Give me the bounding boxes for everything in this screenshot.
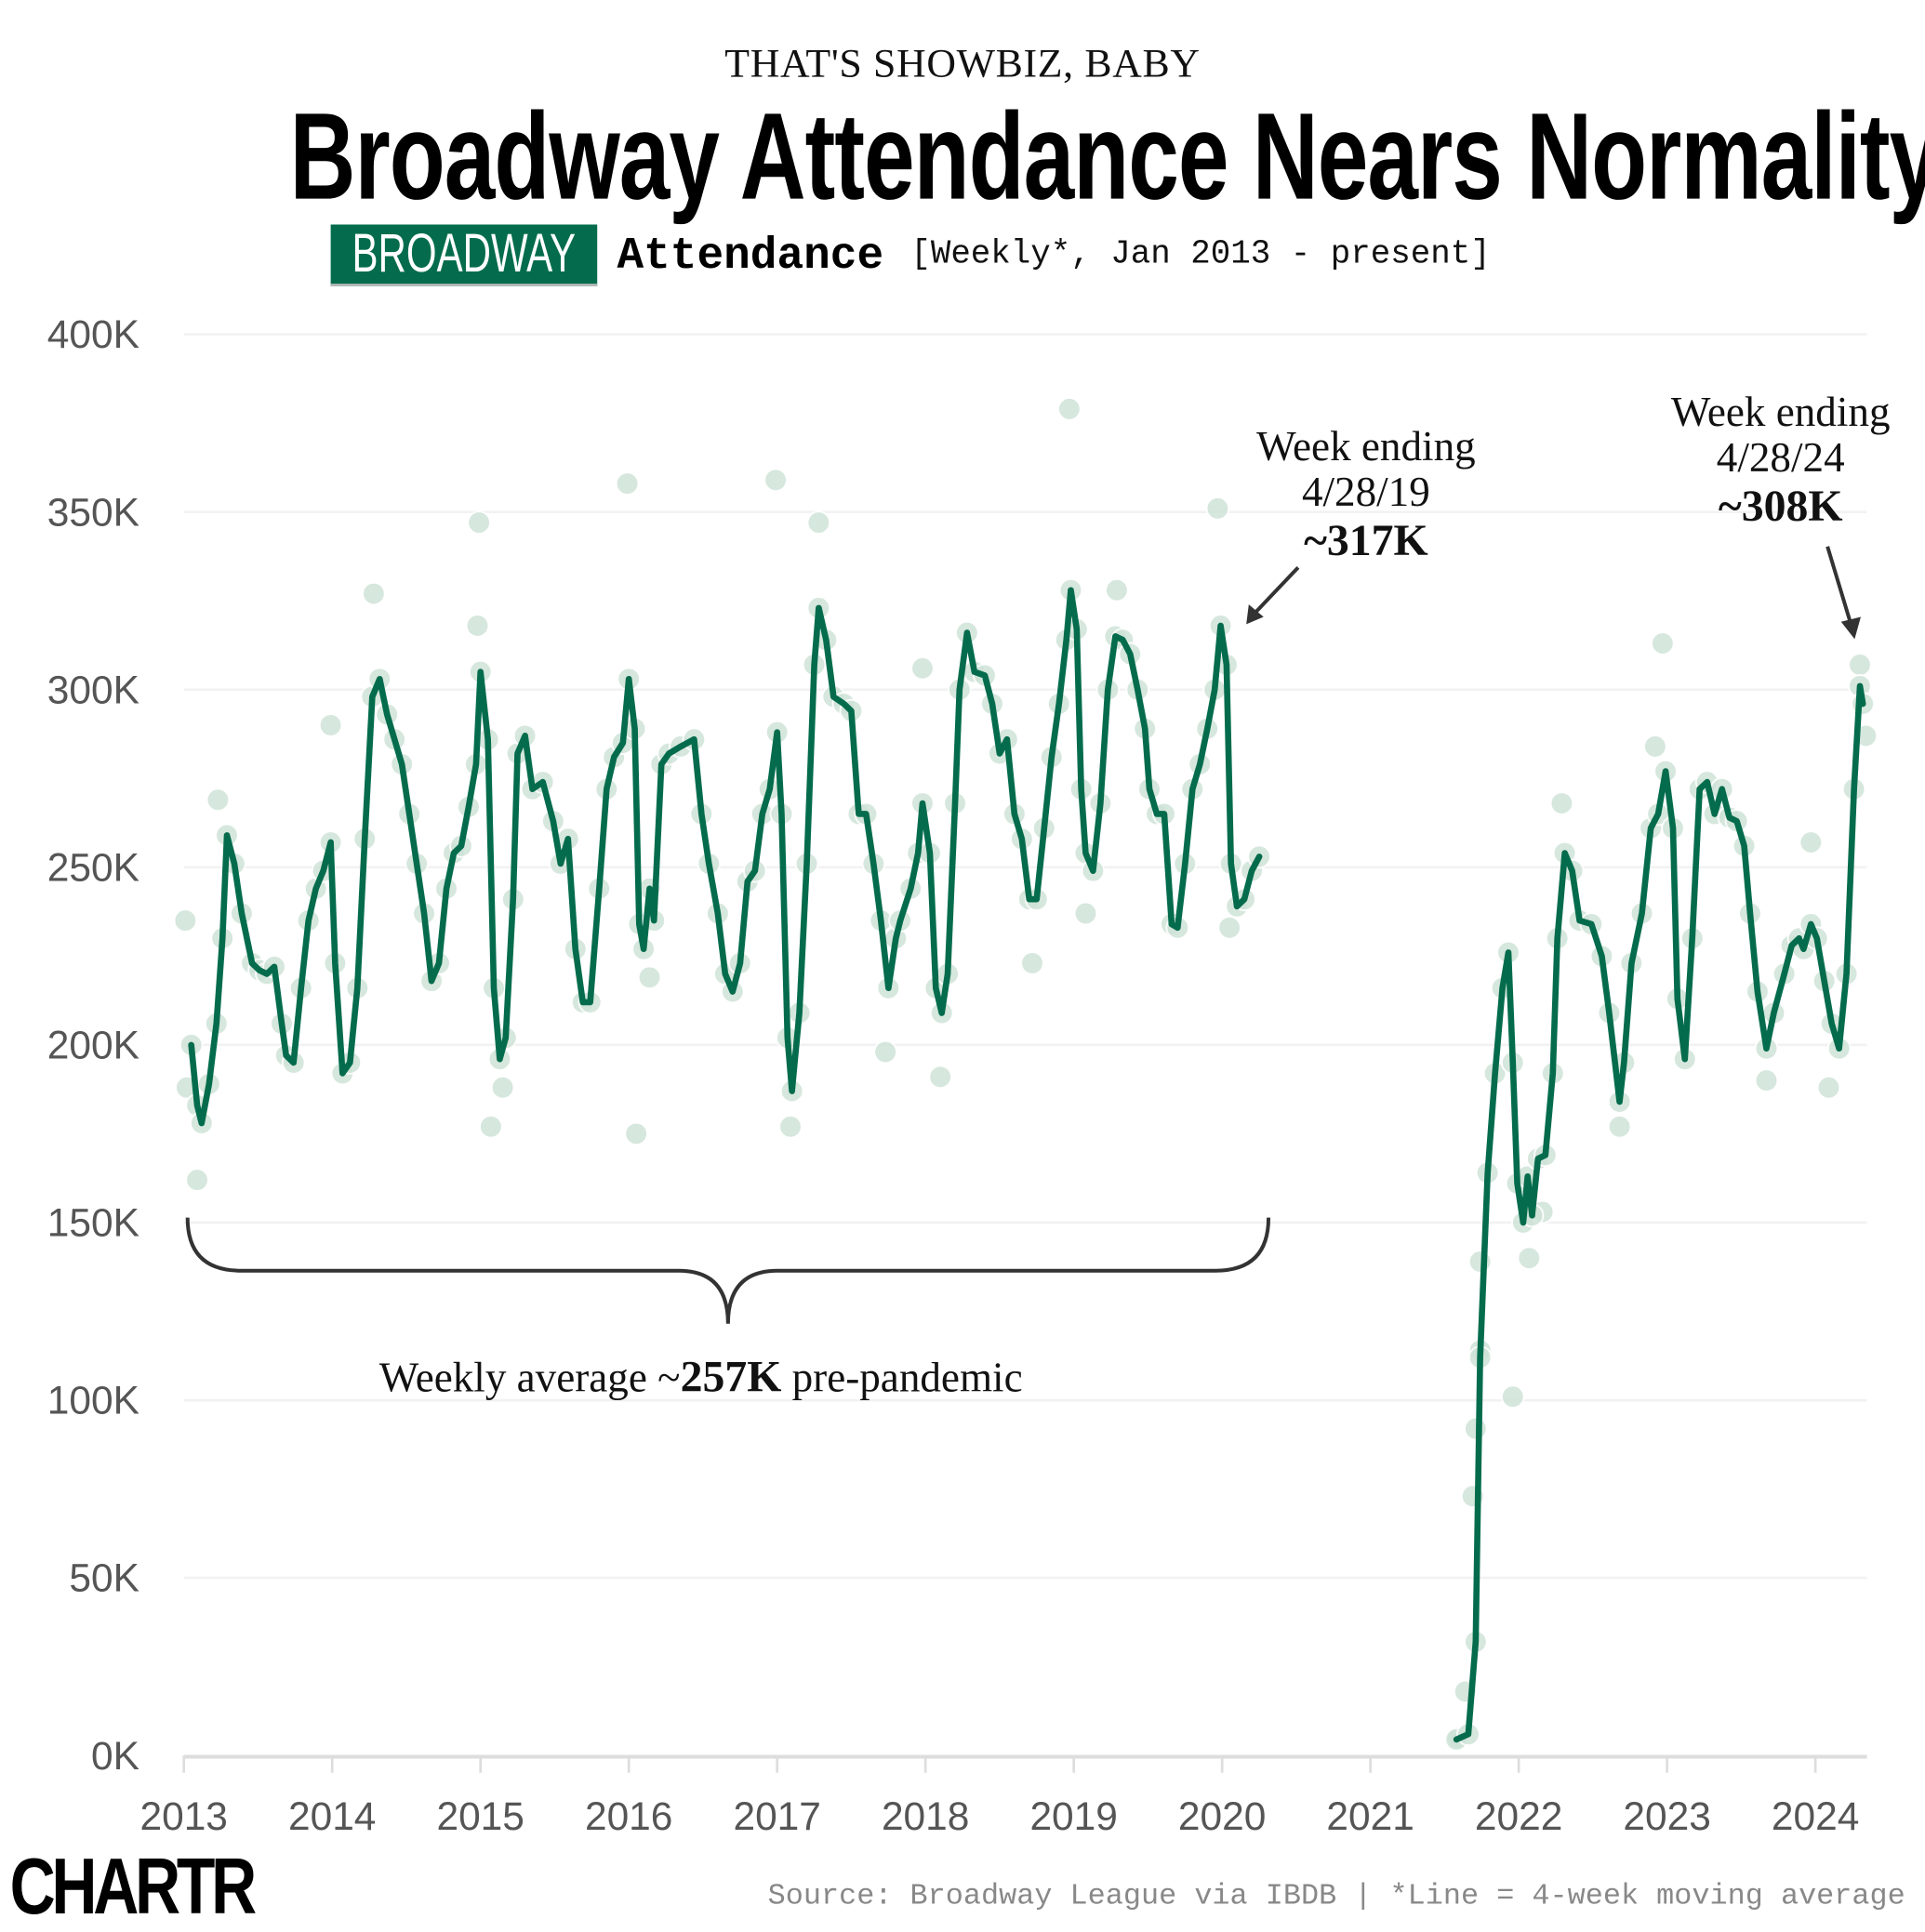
weekly-point [1848,653,1872,677]
weekly-point [478,1114,503,1139]
subtitle: BROADWAY Attendance [Weekly*, Jan 2013 -… [330,224,1491,286]
y-tick-label: 250K [47,845,139,889]
weekly-point [928,1065,953,1090]
kicker: THAT'S SHOWBIZ, BABY [724,42,1201,86]
y-tick-label: 150K [47,1201,139,1245]
arrowhead-icon [1246,604,1264,625]
average-annotation: Weekly average ~257K pre-pandemic [379,1353,1023,1402]
weekly-point [1816,1075,1841,1100]
weekly-point [806,510,831,536]
chartr-logo: CHARTR [9,1842,258,1931]
weekly-point [1500,1384,1525,1409]
weekly-point [467,510,492,536]
x-tick-label: 2017 [733,1794,820,1838]
x-tick-label: 2019 [1029,1794,1117,1838]
y-tick-label: 0K [91,1734,139,1778]
sign-text: BROADWAY [352,224,577,285]
x-tick-label: 2021 [1326,1794,1414,1838]
weekly-point [1217,915,1242,940]
moving-average-line [1453,682,1866,1743]
x-tick-label: 2016 [585,1794,672,1838]
weekly-point [1607,1114,1632,1139]
y-tick-label: 100K [47,1379,139,1423]
weekly-point [778,1114,803,1139]
y-tick-label: 50K [69,1556,139,1600]
annotation-2024-arrow [1825,546,1853,625]
weekly-point [206,787,231,813]
weekly-point [763,468,789,493]
weekly-point [637,965,662,990]
weekly-point [873,1039,898,1065]
weekly-point [1205,496,1230,521]
weekly-point [1549,791,1574,815]
weekly-point [910,655,935,681]
y-tick-label: 400K [47,312,139,356]
annotation-2019-arrow [1250,566,1300,618]
annotation-2024-value: ~308K [1719,482,1843,531]
weekly-point [1467,1250,1493,1274]
weekly-point [1463,1416,1488,1441]
weekly-point [1073,901,1098,926]
weekly-point [624,1121,649,1146]
chart-title-wrap: Broadway Attendance Nears Normality [0,86,1925,229]
x-tick-label: 2014 [288,1794,376,1838]
arrowhead-icon [1840,616,1861,640]
x-tick-label: 2015 [436,1794,524,1838]
annotation-2024-line1: Week ending [1671,389,1891,435]
weekly-point [1517,1246,1542,1271]
weekly-point [318,713,343,737]
weekly-point [361,581,386,606]
subtitle-metric: Attendance [617,230,884,281]
annotation-2019-line1: Week ending [1256,423,1476,470]
y-tick-label: 350K [47,490,139,534]
y-tick-label: 300K [47,668,139,711]
weekly-point [185,1168,209,1193]
weekly-point [615,471,640,496]
pre-pandemic-brace [185,1217,1271,1324]
subtitle-range: [Weekly*, Jan 2013 - present] [910,236,1491,274]
weekly-point [1104,577,1129,602]
y-tick-label: 200K [47,1023,139,1066]
annotation-2019-value: ~317K [1304,516,1428,565]
weekly-point [1799,830,1824,854]
weekly-point [465,614,490,638]
annotation-2019-line2: 4/28/19 [1302,469,1430,515]
x-tick-label: 2022 [1475,1794,1562,1838]
weekly-point [490,1075,515,1100]
weekly-point [1020,951,1044,975]
x-tick-label: 2023 [1623,1794,1710,1838]
x-tick-label: 2013 [139,1794,227,1838]
moving-average-line [188,587,1263,1127]
weekly-point [1650,631,1675,655]
weekly-point [1056,396,1082,421]
x-tick-label: 2018 [882,1794,969,1838]
weekly-point [1642,734,1667,759]
weekly-point [1754,1068,1779,1093]
annotation-2024-line2: 4/28/24 [1717,434,1845,481]
source-note: Source: Broadway League via IBDB | *Line… [767,1880,1905,1914]
x-tick-label: 2020 [1178,1794,1266,1838]
broadway-sign-logo: BROADWAY [330,224,598,286]
chart-title: Broadway Attendance Nears Normality [289,87,1925,226]
weekly-point [173,908,198,933]
x-tick-label: 2024 [1772,1794,1859,1838]
